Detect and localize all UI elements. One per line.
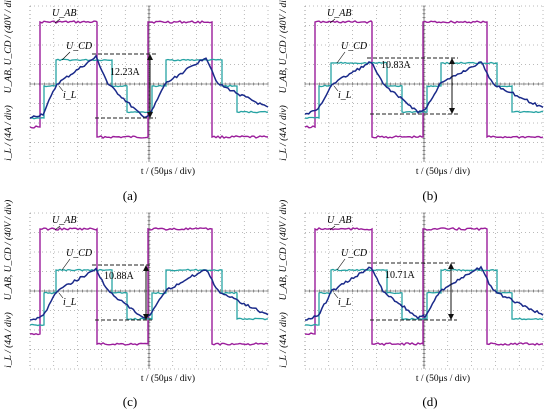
trace-ucd <box>304 268 544 327</box>
grid <box>304 212 544 370</box>
trace-il <box>305 265 544 321</box>
panel-c: 10.88A U_AB U_CD i_L U_AB, U_CD / (40V / di… <box>0 200 275 414</box>
oscilloscope-plot-b: 10.83A U_AB U_CD i_L <box>304 5 544 163</box>
panel-b: 10.83A U_AB U_CD i_L U_AB, U_CD / (40V / di… <box>275 0 550 207</box>
trace-uab <box>304 20 544 139</box>
trace-ucd <box>304 61 544 119</box>
trace-uab <box>29 227 269 346</box>
label-ucd: U_CD <box>341 41 368 52</box>
label-uab-leader <box>329 225 336 231</box>
label-il-leader <box>333 85 339 92</box>
panel-a: 12.23A U_AB U_CD i_L U_AB, U_CD / (40V / di… <box>0 0 275 207</box>
trace-ucd <box>29 268 269 327</box>
label-ucd-leader <box>61 258 71 271</box>
label-il: i_L <box>63 297 77 308</box>
y-axis-label-current-b: i_L / (4A / div) <box>279 105 289 161</box>
label-ucd-leader <box>336 258 346 271</box>
label-uab-leader <box>329 18 336 24</box>
y-axis-label-current-d: i_L / (4A / div) <box>279 312 289 368</box>
measure-arrowhead-down <box>147 112 153 118</box>
y-axis-label-current-a: i_L / (4A / div) <box>4 105 14 161</box>
peak-current-annotation: 12.23A <box>110 67 141 78</box>
panel-caption-c: (c) <box>122 394 138 409</box>
label-ucd: U_CD <box>66 41 93 52</box>
grid <box>29 212 269 370</box>
peak-current-annotation: 10.71A <box>385 270 416 281</box>
trace-il <box>304 61 544 115</box>
panel-caption-a: (a) <box>122 188 138 203</box>
label-uab: U_AB <box>52 215 76 226</box>
x-axis-label-d: t / (50μs / div) <box>415 374 471 384</box>
x-axis-label-a: t / (50μs / div) <box>140 167 196 177</box>
oscilloscope-plot-d: 10.71A U_AB U_CD i_L <box>304 212 544 370</box>
label-il: i_L <box>338 90 352 101</box>
label-uab-leader <box>54 225 61 231</box>
label-ucd-leader <box>61 51 71 61</box>
panel-d: 10.71A U_AB U_CD i_L U_AB, U_CD / (40V / di… <box>275 200 550 414</box>
label-uab: U_AB <box>327 8 351 19</box>
measure-arrowhead-up <box>448 263 454 269</box>
oscilloscope-plot-c: 10.88A U_AB U_CD i_L <box>29 212 269 370</box>
measure-arrowhead-up <box>449 58 455 64</box>
label-ucd: U_CD <box>341 248 368 259</box>
y-axis-label-current-c: i_L / (4A / div) <box>4 312 14 368</box>
label-uab: U_AB <box>327 215 351 226</box>
measure-arrowhead-down <box>449 108 455 114</box>
measure-arrowhead-up <box>143 265 149 271</box>
trace-il <box>29 54 269 119</box>
label-il: i_L <box>338 297 352 308</box>
measure-arrowhead-down <box>143 314 149 320</box>
peak-current-annotation: 10.88A <box>104 271 135 282</box>
grid <box>29 5 269 163</box>
label-uab-leader <box>54 18 61 24</box>
label-il-leader <box>58 292 64 299</box>
panel-caption-d: (d) <box>422 394 438 409</box>
grid <box>304 5 544 163</box>
peak-current-annotation: 10.83A <box>381 60 412 71</box>
x-axis-label-b: t / (50μs / div) <box>415 167 471 177</box>
label-uab: U_AB <box>52 8 76 19</box>
trace-il <box>29 267 269 321</box>
label-il: i_L <box>63 90 77 101</box>
measure-arrowhead-up <box>147 54 153 60</box>
oscilloscope-plot-a: 12.23A U_AB U_CD i_L <box>29 5 269 163</box>
trace-uab <box>304 226 544 346</box>
label-il-leader <box>58 85 64 92</box>
label-ucd-leader <box>336 51 346 64</box>
x-axis-label-c: t / (50μs / div) <box>140 374 196 384</box>
label-ucd: U_CD <box>66 248 93 259</box>
panel-caption-b: (b) <box>422 188 438 203</box>
label-il-leader <box>333 292 339 299</box>
trace-uab <box>29 20 269 140</box>
measure-arrowhead-down <box>448 314 454 320</box>
